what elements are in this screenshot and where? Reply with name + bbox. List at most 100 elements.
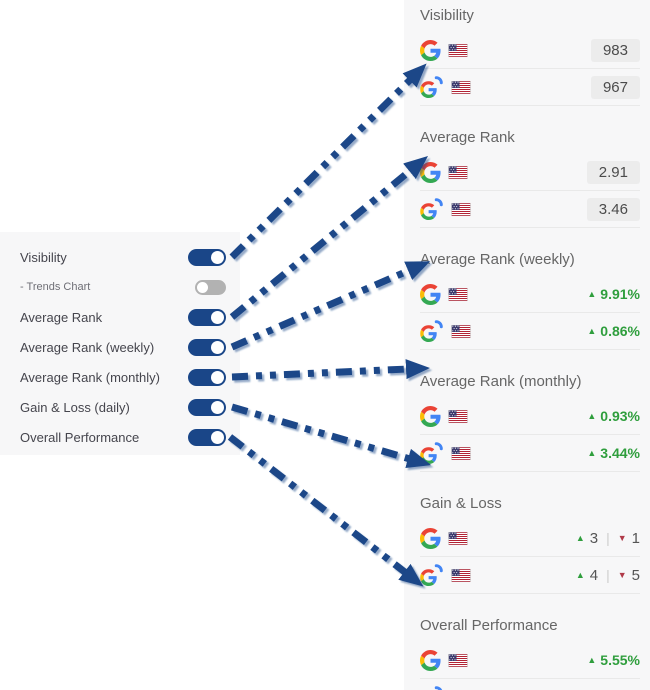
us-flag-icon <box>448 166 468 179</box>
arrow-overall-performance <box>227 434 424 587</box>
arrow-gain-loss <box>231 403 432 469</box>
google-mobile-icon <box>420 564 444 586</box>
up-triangle-icon: ▲ <box>587 325 597 336</box>
section-title: Overall Performance <box>420 617 558 634</box>
average-rank-weekly-toggle[interactable] <box>188 338 226 356</box>
metric-row: ▲ 3.44% <box>420 435 640 472</box>
sidebar-item-overall-performance: Overall Performance <box>0 422 240 452</box>
section-title: Visibility <box>420 7 474 24</box>
google-mobile-icon <box>420 320 444 342</box>
metric-percent: ▲ 3.44% <box>587 445 640 461</box>
metric-value: 0.86% <box>600 323 640 339</box>
overall-performance-toggle[interactable] <box>188 428 226 446</box>
metric-row: ▲3.74% <box>420 679 640 690</box>
google-desktop-icon <box>420 40 441 61</box>
sidebar-item-average-rank-weekly: Average Rank (weekly) <box>0 332 240 362</box>
us-flag-icon <box>448 410 468 423</box>
google-mobile-icon <box>420 198 444 220</box>
metric-row: ▲ 4 | ▼ 5 <box>420 557 640 594</box>
section-title: Average Rank (weekly) <box>420 251 575 268</box>
average-rank-toggle[interactable] <box>188 308 226 326</box>
toggle-knob <box>211 400 224 414</box>
section-gain-loss: Gain & Loss ▲ 3 | ▼ 1 ▲ 4 | ▼ 5 <box>420 494 640 594</box>
gain-value: 4 <box>589 566 599 584</box>
up-triangle-icon: ▲ <box>587 288 597 299</box>
average-rank-weekly-label: Average Rank (weekly) <box>20 339 155 355</box>
metric-row: ▲ 9.91% <box>420 276 640 313</box>
gain-loss-values: ▲ 4 | ▼ 5 <box>576 567 640 584</box>
metric-row: ▲ 0.93% <box>420 398 640 435</box>
sidebar-item-visibility: Visibility <box>0 242 240 272</box>
arrow-average-rank-monthly <box>231 359 430 381</box>
trends-chart-label: - Trends Chart <box>20 281 91 293</box>
toggle-knob <box>197 281 208 293</box>
gain-loss-daily-label: Gain & Loss (daily) <box>20 399 130 415</box>
toggle-knob <box>211 310 224 324</box>
arrow-average-rank-weekly <box>230 261 431 351</box>
average-rank-monthly-toggle[interactable] <box>188 368 226 386</box>
visibility-toggle[interactable] <box>188 248 226 266</box>
average-rank-label: Average Rank <box>20 309 103 325</box>
google-desktop-icon <box>420 406 441 427</box>
sidebar-item-gain-loss-daily: Gain & Loss (daily) <box>0 392 240 422</box>
google-desktop-icon <box>420 650 441 671</box>
gain-loss-values: ▲ 3 | ▼ 1 <box>576 530 640 547</box>
metric-row: ▲ 0.86% <box>420 313 640 350</box>
metric-value: 5.55% <box>600 652 640 668</box>
us-flag-icon <box>451 569 471 582</box>
up-triangle-icon: ▲ <box>587 447 597 458</box>
google-mobile-icon <box>420 76 444 98</box>
up-triangle-icon: ▲ <box>587 410 597 421</box>
metric-row: 967 <box>420 69 640 106</box>
arrow-visibility <box>229 63 427 260</box>
us-flag-icon <box>448 288 468 301</box>
metric-value: 0.93% <box>600 408 640 424</box>
loss-value: 1 <box>631 529 640 547</box>
metric-value: 983 <box>590 38 640 62</box>
metric-percent: ▲ 9.91% <box>587 286 640 302</box>
sidebar-item-average-rank: Average Rank <box>0 302 240 332</box>
google-mobile-icon <box>420 442 444 464</box>
metric-value: 3.46 <box>586 197 640 221</box>
down-triangle-icon: ▼ <box>617 569 627 580</box>
section-visibility: Visibility 983 967 <box>420 6 640 106</box>
visibility-label: Visibility <box>20 249 67 265</box>
gain-loss-daily-toggle[interactable] <box>188 398 226 416</box>
us-flag-icon <box>448 44 468 57</box>
metric-row: 2.91 <box>420 154 640 191</box>
metric-row: 983 <box>420 32 640 69</box>
us-flag-icon <box>451 81 471 94</box>
metric-row: 3.46 <box>420 191 640 228</box>
us-flag-icon <box>448 654 468 667</box>
us-flag-icon <box>451 325 471 338</box>
us-flag-icon <box>451 203 471 216</box>
metric-value: 2.91 <box>586 160 640 184</box>
metric-value: 3.44% <box>600 445 640 461</box>
toggle-knob <box>211 370 224 384</box>
separator: | <box>606 567 610 583</box>
up-triangle-icon: ▲ <box>575 569 585 580</box>
sidebar-item-average-rank-monthly: Average Rank (monthly) <box>0 362 240 392</box>
toggle-knob <box>211 340 224 354</box>
section-average-rank-monthly: Average Rank (monthly) ▲ 0.93% ▲ 3.44% <box>420 372 640 472</box>
separator: | <box>606 530 610 546</box>
metrics-panel: Visibility 983 967 Average Rank 2.91 3.4… <box>404 0 650 690</box>
arrow-average-rank <box>229 156 429 320</box>
trends-chart-toggle[interactable] <box>195 279 226 295</box>
metric-row: ▲ 3 | ▼ 1 <box>420 520 640 557</box>
section-average-rank-weekly: Average Rank (weekly) ▲ 9.91% ▲ 0.86% <box>420 250 640 350</box>
overall-performance-label: Overall Performance <box>20 429 140 445</box>
metric-row: ▲ 5.55% <box>420 642 640 679</box>
section-title: Average Rank <box>420 129 515 146</box>
settings-panel: Visibility - Trends Chart Average Rank A… <box>0 232 240 455</box>
toggle-knob <box>211 430 224 444</box>
up-triangle-icon: ▲ <box>575 532 585 543</box>
google-desktop-icon <box>420 284 441 305</box>
metric-value: 9.91% <box>600 286 640 302</box>
metric-percent: ▲ 0.86% <box>587 323 640 339</box>
section-average-rank: Average Rank 2.91 3.46 <box>420 128 640 228</box>
sidebar-item-trends-chart: - Trends Chart <box>0 272 240 302</box>
section-title: Average Rank (monthly) <box>420 373 582 390</box>
metric-value: 967 <box>590 75 640 99</box>
us-flag-icon <box>448 532 468 545</box>
